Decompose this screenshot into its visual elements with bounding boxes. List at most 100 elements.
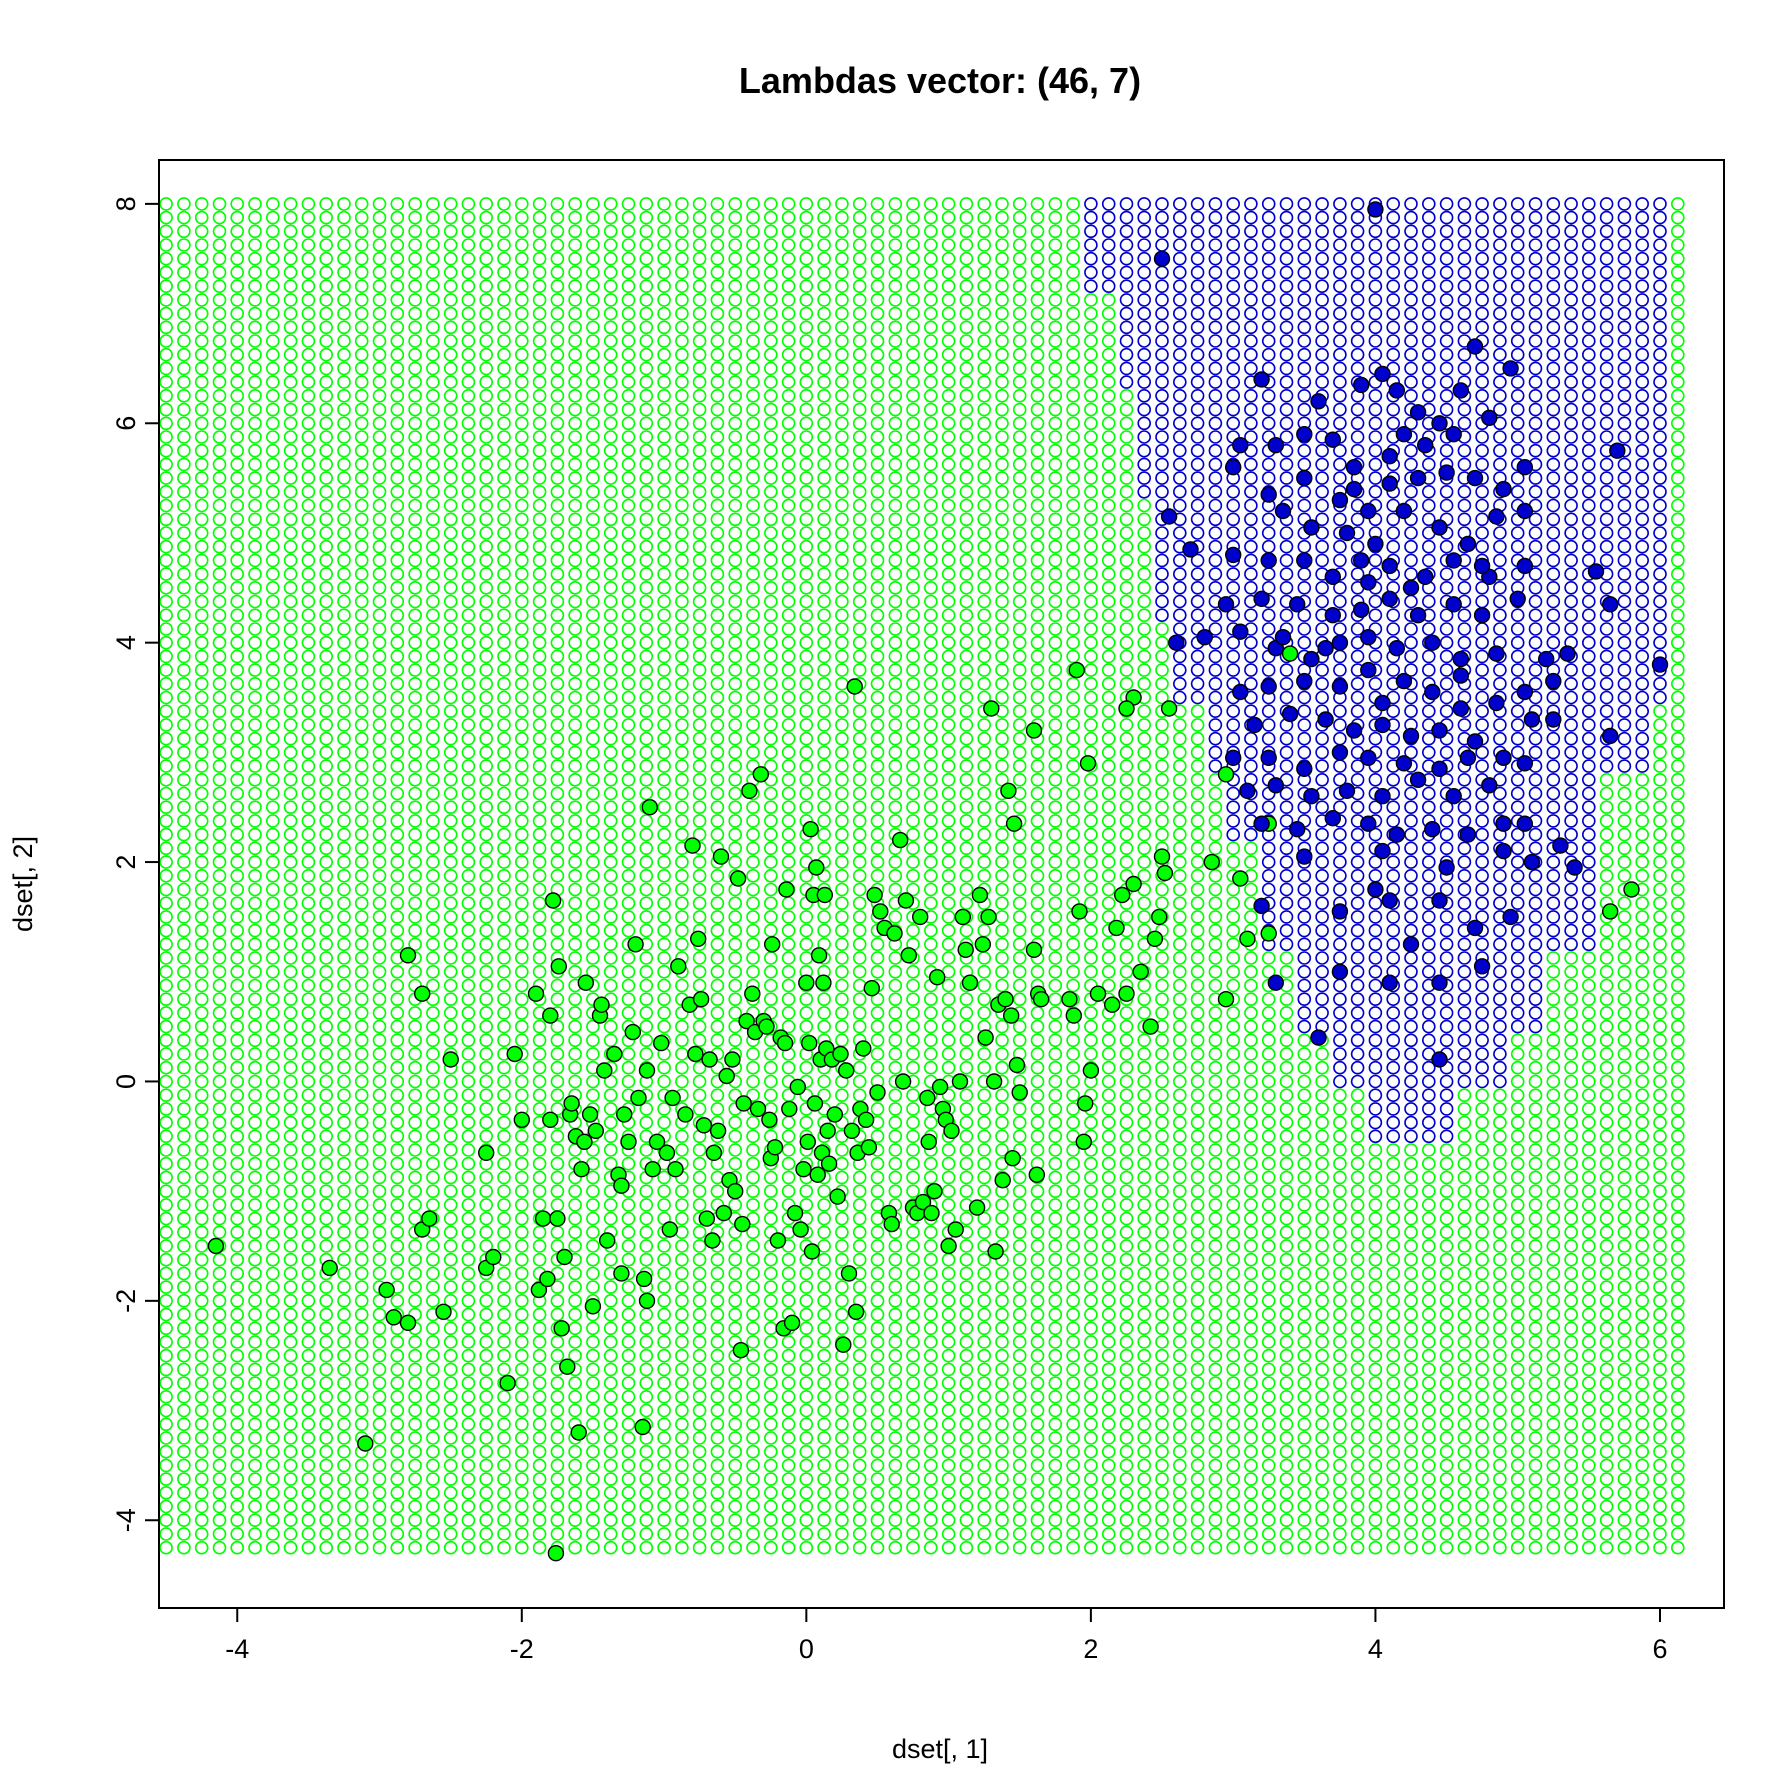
grid-cell-green [586,498,600,513]
grid-cell-green [603,1444,618,1459]
grid-cell-green [443,539,458,554]
grid-cell-green [995,745,1009,760]
grid-cell-green [443,306,458,321]
grid-cell-green [265,1129,280,1144]
grid-cell-green [621,608,636,623]
grid-cell-green [728,855,743,869]
grid-cell-green [212,1527,227,1541]
grid-cell-green [514,334,529,348]
grid-cell-green [586,306,600,321]
grid-cell-green [941,759,956,773]
grid-cell-green [390,1129,405,1144]
grid-cell-green [248,1486,262,1500]
grid-cell-green [319,663,334,677]
grid-cell-green [923,197,938,211]
grid-cell-green [248,649,262,664]
grid-cell-green [532,484,547,499]
grid-cell-green [817,279,831,294]
grid-cell-green [906,251,920,266]
grid-cell-green [408,814,422,828]
grid-cell-green [603,745,618,760]
grid-cell-green [159,1211,173,1226]
grid-cell-green [479,690,494,705]
grid-cell-green [586,361,600,376]
grid-cell-green [568,1006,582,1020]
grid-cell-green [1030,1280,1045,1294]
grid-cell-green [283,1348,298,1363]
grid-cell-green [248,1513,262,1527]
grid-cell-green [1030,1348,1045,1363]
grid-cell-green [426,320,440,335]
grid-cell-green [977,361,992,376]
grid-cell-green [586,1348,600,1363]
grid-cell-green [923,1280,938,1294]
grid-cell-green [870,567,885,581]
grid-cell-green [835,882,849,897]
grid-cell-green [479,1280,494,1294]
grid-cell-green [692,512,707,527]
grid-cell-green [550,1376,565,1390]
grid-cell-green [337,1156,351,1171]
grid-cell-green [568,498,582,513]
grid-cell-green [817,210,831,225]
grid-cell-green [621,238,636,252]
grid-cell-green [194,1444,209,1459]
grid-cell-green [390,868,405,883]
grid-cell-green [319,210,334,225]
grid-cell-green [497,1431,511,1445]
grid-cell-green [799,567,814,581]
grid-cell-green [675,293,689,307]
grid-cell-green [728,471,743,485]
grid-cell-green [692,1444,707,1459]
grid-cell-green [372,471,387,485]
grid-cell-green [177,1527,191,1541]
grid-cell-green [710,676,725,691]
grid-cell-green [906,539,920,554]
grid-cell-green [354,759,369,773]
grid-cell-green [283,484,298,499]
grid-cell-green [1048,992,1063,1007]
grid-cell-green [532,553,547,568]
grid-cell-green [621,526,636,540]
grid-cell-green [888,992,903,1007]
grid-cell-green [337,1540,351,1555]
grid-cell-green [835,265,849,280]
grid-cell-green [301,416,316,431]
grid-cell-green [639,1143,654,1157]
grid-cell-green [888,1294,903,1308]
grid-cell-green [799,539,814,554]
grid-cell-green [728,334,743,348]
grid-cell-green [639,293,654,307]
grid-cell-green [159,320,173,335]
grid-cell-green [692,347,707,362]
grid-cell-green [265,635,280,650]
grid-cell-green [746,443,760,458]
grid-cell-green [212,663,227,677]
grid-cell-green [372,1499,387,1514]
grid-cell-green [763,690,778,705]
grid-cell-green [248,1198,262,1212]
grid-cell-green [710,197,725,211]
grid-cell-green [923,567,938,581]
grid-cell-green [817,1390,831,1404]
grid-cell-green [1012,704,1027,719]
grid-cell-green [888,512,903,527]
grid-cell-green [675,827,689,842]
grid-cell-green [390,731,405,746]
grid-cell-green [799,553,814,568]
grid-cell-green [230,937,244,952]
grid-cell-green [390,1472,405,1486]
grid-cell-green [337,1321,351,1336]
grid-cell-green [870,1513,885,1527]
grid-cell-green [514,594,529,609]
grid-cell-green [159,759,173,773]
grid-cell-green [888,306,903,321]
grid-cell-green [550,772,565,787]
grid-cell-green [603,1527,618,1541]
grid-cell-green [372,772,387,787]
grid-cell-green [461,594,476,609]
grid-cell-green [906,663,920,677]
grid-cell-green [372,827,387,842]
grid-cell-green [514,676,529,691]
grid-cell-green [781,951,796,965]
